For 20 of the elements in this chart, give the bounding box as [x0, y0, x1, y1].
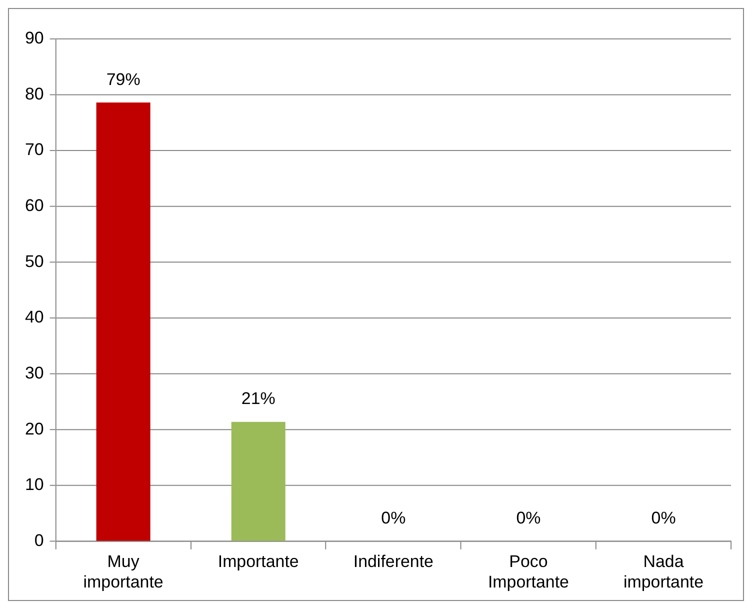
data-label: 79%	[106, 70, 140, 89]
data-label: 0%	[381, 508, 406, 528]
y-tick-label: 50	[24, 252, 44, 271]
data-label: 0%	[516, 508, 541, 528]
x-tick-label: Poco Importante	[488, 552, 569, 592]
y-tick-label: 20	[24, 419, 44, 438]
x-tick-label: Muy importante	[83, 552, 164, 592]
y-tick-label: 30	[24, 364, 44, 383]
y-tick-label: 60	[24, 196, 44, 216]
data-label: 21%	[241, 389, 276, 408]
y-tick-label: 80	[24, 84, 44, 104]
y-tick-label: 40	[24, 308, 44, 327]
y-tick-label: 70	[24, 140, 44, 160]
x-tick-label: Nada importante	[623, 552, 704, 592]
y-tick-label: 0	[34, 531, 44, 550]
data-label: 0%	[651, 508, 676, 528]
y-tick-label: 90	[24, 28, 44, 48]
x-tick-label: Importante	[218, 552, 299, 572]
x-tick-label: Indiferente	[353, 552, 434, 572]
y-tick-label: 10	[24, 475, 44, 494]
